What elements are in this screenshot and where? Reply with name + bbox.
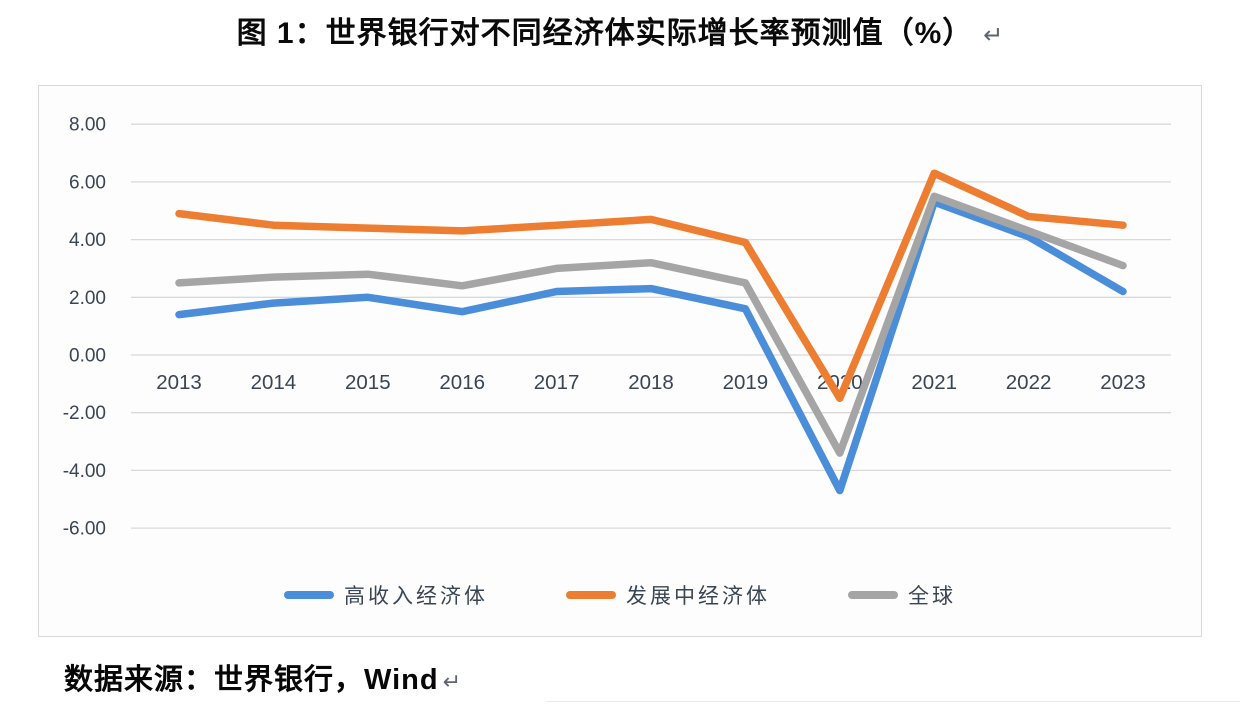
x-axis-tick-label: 2021: [911, 371, 957, 394]
chart-legend: 高收入经济体 发展中经济体 全球: [39, 580, 1201, 610]
y-axis-tick-label: 8.00: [69, 115, 106, 136]
y-axis-tick-label: 0.00: [69, 346, 106, 367]
legend-label: 全球: [908, 585, 956, 608]
page-divider: [546, 701, 1240, 702]
y-axis-tick-label: 4.00: [69, 230, 106, 251]
legend-label: 发展中经济体: [626, 585, 770, 608]
x-axis-tick-label: 2016: [439, 371, 485, 394]
x-axis-tick-label: 2018: [628, 371, 674, 394]
series-line-high-income-economies: [175, 198, 1127, 495]
x-axis-tick-label: 2019: [723, 371, 769, 394]
y-axis-tick-label: -2.00: [63, 403, 106, 424]
figure-title-text: 图 1：世界银行对不同经济体实际增长率预测值（%）: [236, 17, 974, 50]
figure-title: 图 1：世界银行对不同经济体实际增长率预测值（%） ↵: [0, 12, 1240, 58]
legend-swatch-icon: [284, 591, 334, 599]
legend-swatch-icon: [566, 591, 616, 599]
y-axis-tick-label: 2.00: [69, 288, 106, 309]
y-axis-tick-label: -4.00: [63, 461, 106, 482]
data-source-caption: 数据来源：世界银行，Wind ↵: [64, 656, 461, 698]
series-line-developing-economies: [175, 169, 1127, 403]
series-line-global: [175, 192, 1127, 457]
line-chart: 8.00 6.00 4.00 2.00 0.00 -2.00 -4.00 -6.00 2013 2…: [63, 115, 1171, 540]
legend-item-high-income-economies: 高收入经济体: [284, 580, 488, 610]
paragraph-return-icon: ↵: [442, 669, 462, 694]
y-axis-tick-label: -6.00: [63, 519, 106, 540]
legend-label: 高收入经济体: [344, 585, 488, 608]
data-source-text: 数据来源：世界银行，Wind: [64, 664, 439, 696]
legend-item-global: 全球: [848, 580, 956, 610]
x-axis-tick-label: 2022: [1006, 371, 1052, 394]
y-axis-tick-label: 6.00: [69, 172, 106, 193]
x-axis-tick-label: 2013: [156, 371, 202, 394]
x-axis-tick-label: 2015: [345, 371, 391, 394]
legend-item-developing-economies: 发展中经济体: [566, 580, 770, 610]
paragraph-return-icon: ↵: [983, 22, 1004, 49]
x-axis-tick-label: 2014: [251, 371, 297, 394]
legend-swatch-icon: [848, 591, 898, 599]
x-axis-tick-label: 2017: [534, 371, 580, 394]
x-axis-tick-label: 2023: [1100, 371, 1146, 394]
chart-area: 8.00 6.00 4.00 2.00 0.00 -2.00 -4.00 -6.00 2013 2…: [38, 85, 1202, 637]
